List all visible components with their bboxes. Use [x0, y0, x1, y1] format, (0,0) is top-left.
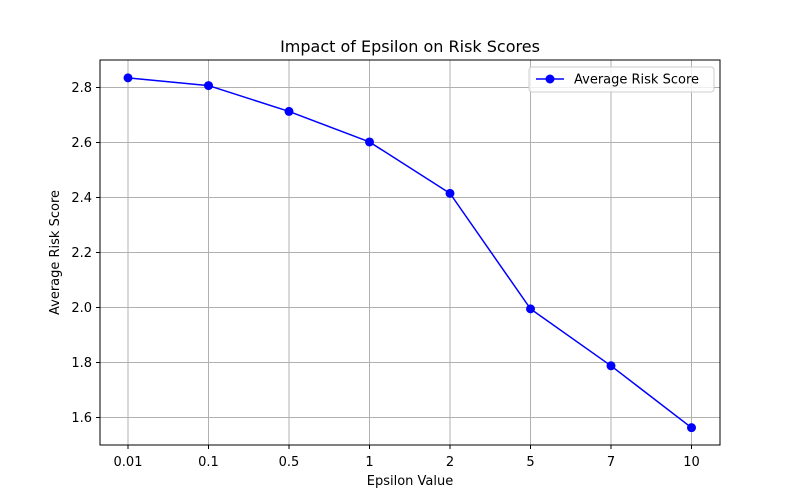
data-point	[687, 423, 696, 433]
tick-layer: 0.01 0.1 0.5 1 2 5 7 10 1.6 1.8 2.0 2.2 2.4 2.6 2.8	[71, 81, 699, 470]
y-tick-label: 2.4	[71, 191, 92, 206]
x-tick-label: 5	[526, 455, 534, 470]
data-point	[123, 73, 133, 83]
x-tick-label: 2	[446, 455, 454, 470]
legend-box	[528, 66, 715, 93]
y-tick-label: 2.2	[71, 246, 92, 261]
legend-series-name: Average Risk Score	[574, 73, 699, 88]
x-tick-label: 10	[683, 455, 700, 470]
data-point	[365, 137, 374, 147]
data-point	[445, 188, 455, 198]
x-axis-label: Epsilon Value	[367, 474, 454, 489]
x-tick-label: 7	[607, 455, 615, 470]
x-tick-label: 0.01	[114, 455, 143, 470]
y-tick-label: 2.0	[71, 301, 92, 316]
y-tick-label: 2.8	[71, 81, 92, 96]
data-point	[284, 106, 294, 116]
legend: Average Risk Score	[528, 66, 715, 93]
x-tick-label: 1	[365, 455, 373, 470]
series-layer	[123, 73, 696, 433]
y-tick-label: 1.6	[71, 411, 92, 426]
data-point	[204, 81, 213, 91]
y-axis-label: Average Risk Score	[48, 190, 63, 315]
y-tick-label: 2.6	[71, 136, 92, 151]
series-line	[127, 77, 692, 429]
legend-marker-sample	[545, 74, 555, 84]
x-tick-label: 0.1	[198, 455, 219, 470]
x-tick-label: 0.5	[279, 455, 300, 470]
grid-layer	[100, 60, 720, 445]
data-point	[526, 304, 535, 314]
chart-title: Impact of Epsilon on Risk Scores	[280, 37, 540, 56]
y-tick-label: 1.8	[71, 356, 92, 371]
data-point	[606, 361, 616, 371]
